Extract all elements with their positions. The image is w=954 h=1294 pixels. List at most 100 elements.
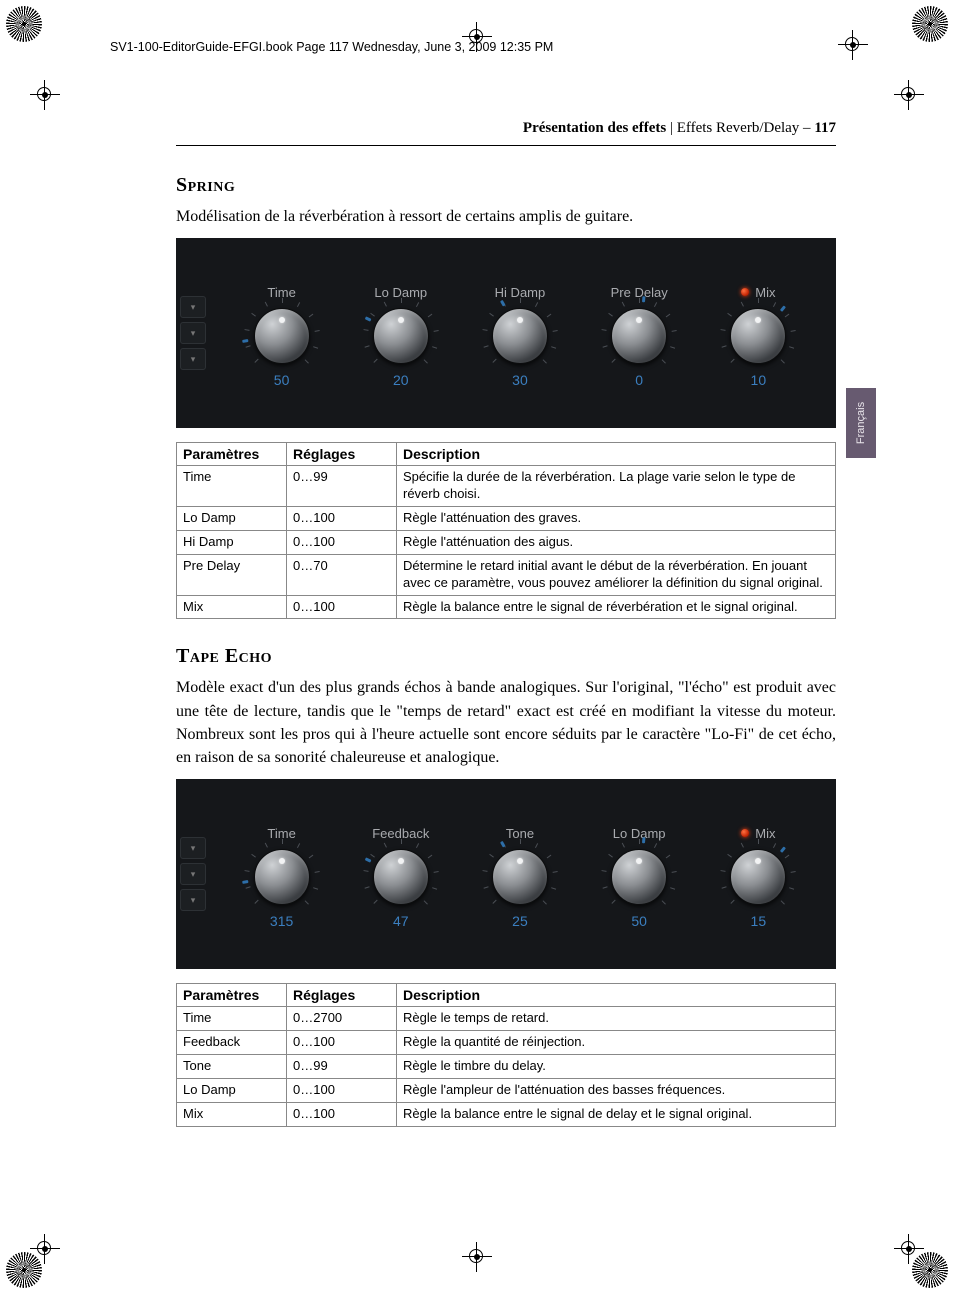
crop-mark-icon bbox=[894, 1234, 924, 1264]
knob-control[interactable] bbox=[611, 308, 667, 364]
param-name-cell: Feedback bbox=[177, 1031, 287, 1055]
table-row: Mix0…100Règle la balance entre le signal… bbox=[177, 1102, 836, 1126]
knob-value: 20 bbox=[393, 372, 409, 388]
table-row: Lo Damp0…100Règle l'ampleur de l'atténua… bbox=[177, 1078, 836, 1102]
param-range-cell: 0…100 bbox=[287, 1031, 397, 1055]
param-name-cell: Tone bbox=[177, 1054, 287, 1078]
knob-value: 315 bbox=[270, 913, 293, 929]
effect-intro: Modèle exact d'un des plus grands échos … bbox=[176, 676, 836, 769]
param-name-cell: Pre Delay bbox=[177, 554, 287, 595]
knob-value: 47 bbox=[393, 913, 409, 929]
effect-title: Spring bbox=[176, 174, 836, 197]
table-row: Time0…99Spécifie la durée de la réverbér… bbox=[177, 466, 836, 507]
knob-led-icon bbox=[741, 288, 749, 296]
table-header: Paramètres bbox=[177, 984, 287, 1007]
param-range-cell: 0…100 bbox=[287, 506, 397, 530]
registration-mark-icon bbox=[6, 6, 42, 42]
param-range-cell: 0…99 bbox=[287, 466, 397, 507]
knob-led-icon bbox=[741, 829, 749, 837]
param-desc-cell: Règle la balance entre le signal de dela… bbox=[397, 1102, 836, 1126]
knob-control[interactable] bbox=[373, 849, 429, 905]
knob-control[interactable] bbox=[492, 849, 548, 905]
param-name-cell: Lo Damp bbox=[177, 506, 287, 530]
crop-mark-icon bbox=[894, 80, 924, 110]
param-range-cell: 0…70 bbox=[287, 554, 397, 595]
param-range-cell: 0…2700 bbox=[287, 1007, 397, 1031]
section-title-bold: Présentation des effets bbox=[523, 120, 666, 136]
panel-slot-dropdown[interactable] bbox=[180, 863, 206, 885]
panel-dropdown-stack bbox=[176, 779, 212, 969]
knob-column: Time315 bbox=[232, 826, 332, 929]
knob-control[interactable] bbox=[254, 308, 310, 364]
knob-column: Mix10 bbox=[708, 285, 808, 388]
param-name-cell: Hi Damp bbox=[177, 530, 287, 554]
table-row: Feedback0…100Règle la quantité de réinje… bbox=[177, 1031, 836, 1055]
param-desc-cell: Règle la balance entre le signal de réve… bbox=[397, 595, 836, 619]
knob-value: 25 bbox=[512, 913, 528, 929]
parameter-table: ParamètresRéglagesDescriptionTime0…2700R… bbox=[176, 983, 836, 1126]
table-header: Réglages bbox=[287, 984, 397, 1007]
table-header: Paramètres bbox=[177, 443, 287, 466]
param-desc-cell: Règle l'atténuation des graves. bbox=[397, 506, 836, 530]
table-header: Description bbox=[397, 984, 836, 1007]
param-range-cell: 0…100 bbox=[287, 595, 397, 619]
param-range-cell: 0…100 bbox=[287, 530, 397, 554]
crop-mark-icon bbox=[30, 1234, 60, 1264]
crop-mark-icon bbox=[462, 1242, 492, 1272]
param-desc-cell: Règle le timbre du delay. bbox=[397, 1054, 836, 1078]
param-name-cell: Mix bbox=[177, 1102, 287, 1126]
knob-column: Pre Delay0 bbox=[589, 285, 689, 388]
panel-slot-dropdown[interactable] bbox=[180, 889, 206, 911]
param-desc-cell: Spécifie la durée de la réverbération. L… bbox=[397, 466, 836, 507]
crop-mark-icon bbox=[838, 30, 868, 60]
knob-column: Mix15 bbox=[708, 826, 808, 929]
registration-mark-icon bbox=[912, 6, 948, 42]
knob-control[interactable] bbox=[492, 308, 548, 364]
param-range-cell: 0…100 bbox=[287, 1078, 397, 1102]
knob-value: 50 bbox=[631, 913, 647, 929]
page-meta-header: SV1-100-EditorGuide-EFGI.book Page 117 W… bbox=[110, 40, 553, 54]
table-row: Mix0…100Règle la balance entre le signal… bbox=[177, 595, 836, 619]
param-desc-cell: Règle le temps de retard. bbox=[397, 1007, 836, 1031]
param-name-cell: Mix bbox=[177, 595, 287, 619]
param-range-cell: 0…100 bbox=[287, 1102, 397, 1126]
param-name-cell: Time bbox=[177, 466, 287, 507]
knob-column: Feedback47 bbox=[351, 826, 451, 929]
effect-title: Tape Echo bbox=[176, 645, 836, 668]
running-head: Présentation des effets | Effets Reverb/… bbox=[176, 120, 836, 146]
knob-value: 15 bbox=[751, 913, 767, 929]
table-row: Lo Damp0…100Règle l'atténuation des grav… bbox=[177, 506, 836, 530]
param-desc-cell: Règle l'atténuation des aigus. bbox=[397, 530, 836, 554]
knob-column: Hi Damp30 bbox=[470, 285, 570, 388]
section-title-rest: | Effets Reverb/Delay – bbox=[666, 120, 814, 136]
knob-column: Time50 bbox=[232, 285, 332, 388]
knob-control[interactable] bbox=[730, 849, 786, 905]
effect-intro: Modélisation de la réverbération à resso… bbox=[176, 205, 836, 228]
knob-value: 50 bbox=[274, 372, 290, 388]
knob-control[interactable] bbox=[611, 849, 667, 905]
panel-slot-dropdown[interactable] bbox=[180, 837, 206, 859]
panel-slot-dropdown[interactable] bbox=[180, 296, 206, 318]
knob-column: Lo Damp50 bbox=[589, 826, 689, 929]
page-number: 117 bbox=[814, 120, 836, 136]
language-tab: Français bbox=[846, 388, 876, 458]
table-row: Tone0…99Règle le timbre du delay. bbox=[177, 1054, 836, 1078]
knob-control[interactable] bbox=[730, 308, 786, 364]
panel-slot-dropdown[interactable] bbox=[180, 348, 206, 370]
table-header: Description bbox=[397, 443, 836, 466]
table-row: Pre Delay0…70Détermine le retard initial… bbox=[177, 554, 836, 595]
effect-knob-panel: Time50Lo Damp20Hi Damp30Pre Delay0Mix10 bbox=[176, 238, 836, 428]
table-row: Time0…2700Règle le temps de retard. bbox=[177, 1007, 836, 1031]
panel-slot-dropdown[interactable] bbox=[180, 322, 206, 344]
param-range-cell: 0…99 bbox=[287, 1054, 397, 1078]
effect-knob-panel: Time315Feedback47Tone25Lo Damp50Mix15 bbox=[176, 779, 836, 969]
knob-column: Lo Damp20 bbox=[351, 285, 451, 388]
param-name-cell: Lo Damp bbox=[177, 1078, 287, 1102]
table-header: Réglages bbox=[287, 443, 397, 466]
table-row: Hi Damp0…100Règle l'atténuation des aigu… bbox=[177, 530, 836, 554]
parameter-table: ParamètresRéglagesDescriptionTime0…99Spé… bbox=[176, 442, 836, 619]
knob-control[interactable] bbox=[254, 849, 310, 905]
knob-column: Tone25 bbox=[470, 826, 570, 929]
knob-value: 10 bbox=[751, 372, 767, 388]
knob-control[interactable] bbox=[373, 308, 429, 364]
